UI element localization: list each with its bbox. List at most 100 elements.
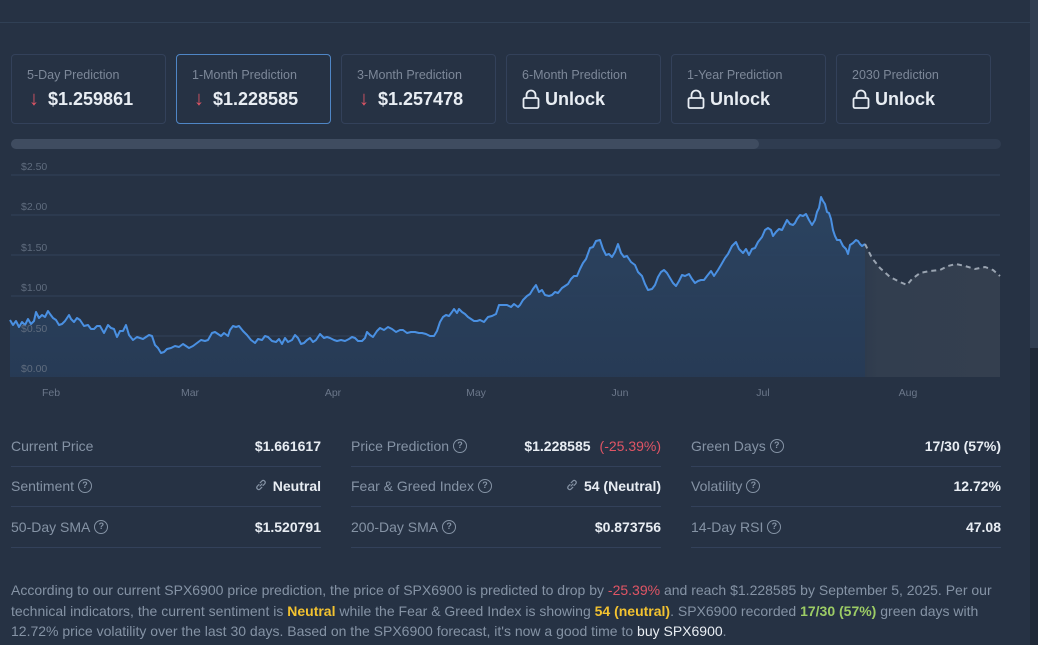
stat-price-prediction: Price Prediction? $1.228585 (-25.39%) bbox=[351, 426, 661, 467]
y-tick-label: $1.00 bbox=[21, 282, 48, 294]
stat-sentiment: Sentiment? Neutral bbox=[11, 467, 321, 507]
stat-value: $1.661617 bbox=[254, 437, 321, 454]
summary-text: According to our current SPX6900 price p… bbox=[11, 582, 608, 598]
stat-label: 14-Day RSI bbox=[691, 518, 764, 535]
unlock-button[interactable]: Unlock bbox=[545, 89, 606, 109]
stat-value: 47.08 bbox=[965, 518, 1001, 535]
summary-text: while the Fear & Greed Index is showing bbox=[335, 602, 595, 619]
stat-label: Volatility bbox=[691, 478, 743, 495]
summary-action: buy SPX6900 bbox=[637, 623, 723, 639]
stat-14-day-rsi: 14-Day RSI? 47.08 bbox=[691, 507, 1001, 548]
stat-value: Neutral bbox=[272, 478, 321, 495]
stats-column-2: Price Prediction? $1.228585 (-25.39%) Fea… bbox=[351, 426, 661, 548]
stat-volatility: Volatility? 12.72% bbox=[691, 467, 1001, 507]
stat-50-day-sma: 50-Day SMA? $1.520791 bbox=[11, 507, 321, 548]
summary-sentiment: Neutral bbox=[287, 602, 336, 619]
prediction-card-1-month[interactable]: 1-Month Prediction ↓ $1.228585 bbox=[176, 54, 331, 124]
summary-text: . SPX6900 recorded bbox=[670, 602, 801, 619]
stat-label: Price Prediction bbox=[351, 437, 450, 454]
down-arrow-icon: ↓ bbox=[29, 88, 39, 110]
chart-plot bbox=[9, 174, 1001, 377]
help-icon[interactable]: ? bbox=[442, 519, 457, 534]
prediction-card-1-year[interactable]: 1-Year Prediction Unlock bbox=[671, 54, 826, 124]
stat-label: Sentiment bbox=[11, 478, 75, 495]
page-vertical-scrollbar[interactable] bbox=[1030, 0, 1038, 645]
prediction-label: 2030 Prediction bbox=[852, 68, 939, 82]
y-tick-label: $1.50 bbox=[21, 242, 48, 254]
down-arrow-icon: ↓ bbox=[194, 88, 204, 110]
prediction-label: 6-Month Prediction bbox=[522, 68, 627, 82]
link-icon[interactable] bbox=[254, 478, 268, 495]
y-tick-label: $2.50 bbox=[21, 161, 48, 173]
down-arrow-icon: ↓ bbox=[359, 88, 369, 110]
x-tick-label: Jul bbox=[756, 387, 770, 399]
x-tick-label: Feb bbox=[41, 387, 61, 399]
cards-horizontal-scrollbar[interactable] bbox=[11, 139, 1001, 149]
prediction-value: $1.259861 bbox=[48, 89, 134, 109]
stat-label: 200-Day SMA bbox=[351, 518, 439, 535]
stat-green-days: Green Days? 17/30 (57%) bbox=[691, 426, 1001, 467]
prediction-label: 1-Year Prediction bbox=[687, 68, 783, 82]
stat-fear-greed-index: Fear & Greed Index? 54 (Neutral) bbox=[351, 467, 661, 507]
forecast-line bbox=[864, 243, 1001, 287]
y-tick-label: $2.00 bbox=[21, 201, 48, 213]
unlock-button[interactable]: Unlock bbox=[710, 89, 771, 109]
stat-value: 54 (Neutral) bbox=[583, 478, 661, 495]
x-tick-label: Mar bbox=[180, 387, 200, 399]
link-icon[interactable] bbox=[565, 478, 579, 495]
stat-current-price: Current Price $1.661617 bbox=[11, 426, 321, 467]
scrollbar-thumb[interactable] bbox=[1030, 0, 1038, 348]
help-icon[interactable]: ? bbox=[767, 519, 782, 534]
help-icon[interactable]: ? bbox=[477, 479, 492, 494]
help-icon[interactable]: ? bbox=[94, 519, 109, 534]
prediction-value: $1.228585 bbox=[213, 89, 299, 109]
x-tick-label: Jun bbox=[611, 387, 629, 399]
lock-icon bbox=[852, 89, 870, 109]
prediction-label: 1-Month Prediction bbox=[192, 68, 297, 82]
stat-value: $1.228585 bbox=[524, 437, 591, 454]
prediction-card-5-day[interactable]: 5-Day Prediction ↓ $1.259861 bbox=[11, 54, 166, 124]
stats-column-1: Current Price $1.661617 Sentiment? Neutr… bbox=[11, 426, 321, 548]
help-icon[interactable]: ? bbox=[746, 479, 761, 494]
stat-value: 12.72% bbox=[953, 478, 1001, 495]
prediction-cards: 5-Day Prediction ↓ $1.259861 1-Month Pred… bbox=[11, 54, 991, 124]
help-icon[interactable]: ? bbox=[453, 438, 468, 453]
x-tick-label: May bbox=[466, 387, 486, 399]
summary-green-days: 17/30 (57%) bbox=[800, 602, 877, 619]
x-tick-label: Apr bbox=[324, 387, 342, 399]
stat-label: Green Days bbox=[691, 437, 766, 454]
prediction-card-2030[interactable]: 2030 Prediction Unlock bbox=[836, 54, 991, 124]
unlock-button[interactable]: Unlock bbox=[875, 89, 936, 109]
price-line bbox=[9, 196, 866, 354]
stat-label: Current Price bbox=[11, 437, 94, 454]
help-icon[interactable]: ? bbox=[78, 479, 93, 494]
stat-value: 17/30 (57%) bbox=[924, 437, 1001, 454]
scrollbar-thumb[interactable] bbox=[11, 139, 759, 149]
stat-label: Fear & Greed Index bbox=[351, 478, 474, 495]
stats-column-3: Green Days? 17/30 (57%) Volatility? 12.7… bbox=[691, 426, 1001, 548]
price-chart: $2.50 $2.00 $1.50 $1.00 $0.50 $0.00 Feb … bbox=[0, 150, 1038, 410]
summary-text: . bbox=[722, 623, 727, 639]
header-divider bbox=[0, 22, 1030, 23]
stat-change: (-25.39%) bbox=[599, 437, 661, 454]
prediction-summary: According to our current SPX6900 price p… bbox=[11, 580, 1001, 642]
prediction-label: 5-Day Prediction bbox=[27, 68, 120, 82]
summary-fear-greed: 54 (neutral) bbox=[594, 602, 671, 619]
stat-label: 50-Day SMA bbox=[11, 518, 91, 535]
lock-icon bbox=[522, 89, 540, 109]
stat-value: $1.520791 bbox=[254, 518, 321, 535]
y-tick-label: $0.50 bbox=[21, 323, 48, 335]
summary-change: -25.39% bbox=[607, 582, 661, 598]
prediction-card-6-month[interactable]: 6-Month Prediction Unlock bbox=[506, 54, 661, 124]
scrollbar-track bbox=[1030, 348, 1038, 645]
help-icon[interactable]: ? bbox=[769, 438, 784, 453]
stat-200-day-sma: 200-Day SMA? $0.873756 bbox=[351, 507, 661, 548]
summary-text: and reach $1.228585 by September 5, 2025… bbox=[11, 582, 992, 619]
stats-grid: Current Price $1.661617 Sentiment? Neutr… bbox=[11, 426, 1001, 548]
summary-text: green days with 12.72% price volatility … bbox=[11, 602, 979, 640]
y-tick-label: $0.00 bbox=[21, 363, 48, 375]
prediction-card-3-month[interactable]: 3-Month Prediction ↓ $1.257478 bbox=[341, 54, 496, 124]
prediction-label: 3-Month Prediction bbox=[357, 68, 462, 82]
lock-icon bbox=[687, 89, 705, 109]
stat-value: $0.873756 bbox=[594, 518, 661, 535]
